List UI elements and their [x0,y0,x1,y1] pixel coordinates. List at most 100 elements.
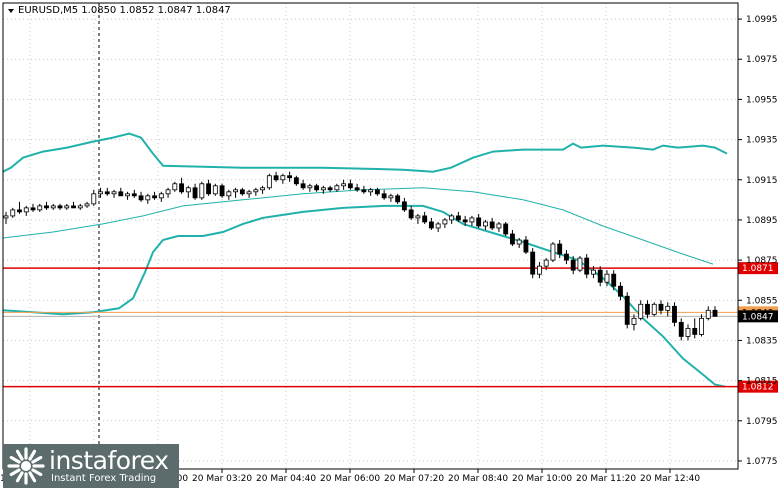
y-tick-label: 1.0935 [746,136,778,146]
dropdown-triangle-icon[interactable] [8,9,14,13]
candle-up [516,239,522,245]
candle-down [118,191,124,197]
y-tick-label: 1.0995 [746,15,778,25]
logo-ray [31,468,43,477]
candle-up [77,205,83,209]
x-tick-label: 20 Mar 03:20 [192,474,252,484]
bid-label: 1.0847 [742,312,774,322]
candle-down [611,273,617,287]
candle-up [280,175,286,181]
candle-down [692,327,698,335]
y-tick-label: 1.0915 [746,176,778,186]
candle-down [570,259,576,271]
chart-header: EURUSD,M5 1.0850 1.0852 1.0847 1.0847 [8,5,231,16]
candle-up [604,273,610,283]
candle-down [618,285,623,297]
candle-down [300,183,306,189]
candle-up [543,259,549,267]
candle-down [503,223,509,235]
candle-down [30,207,36,211]
candle-down [273,175,279,181]
logo-ray [9,468,21,477]
candle-down [678,321,684,337]
level-label-support: 1.0812 [742,383,774,393]
candle-down [239,189,245,195]
candle-down [624,295,630,325]
candle-up [651,303,657,315]
candle-down [347,183,353,189]
logo-ray [15,449,24,461]
logo-ray [9,455,21,464]
candle-up [388,195,394,199]
candle-down [510,233,515,245]
watermark-tagline: Instant Forex Trading [51,472,157,484]
candle-down [104,191,110,195]
candle-down [327,187,333,191]
candle-up [699,317,704,335]
candle-up [320,187,326,191]
x-tick-label: 20 Mar 08:40 [448,474,508,484]
candle-up [246,191,252,195]
y-tick-label: 1.0775 [746,457,778,467]
logo-ray [28,471,37,483]
candle-down [658,303,664,311]
plot-frame [2,2,739,470]
candle-up [537,265,542,275]
candle-up [307,185,313,189]
candle-up [665,305,671,311]
bollinger-upper [2,132,728,173]
x-tick-label: 20 Mar 11:20 [576,474,636,484]
candle-down [361,189,367,193]
instaforex-logo-icon [7,447,45,485]
x-tick-label: 20 Mar 04:40 [256,474,316,484]
candle-up [98,191,103,195]
x-tick-label: 20 Mar 07:20 [384,474,444,484]
y-tick-label: 1.0855 [746,296,778,306]
candle-down [314,185,320,191]
bollinger-middle [2,187,714,265]
logo-ray [31,455,43,464]
candle-up [165,189,171,195]
bid-badge [738,310,778,323]
candle-down [462,219,468,223]
candle-down [584,257,590,275]
candle-up [496,223,502,229]
candle-down [138,195,144,201]
candle-up [23,207,29,213]
watermark-logo: instaforex Instant Forex Trading [3,444,179,488]
candle-down [489,221,495,229]
candle-down [287,175,293,179]
candles [3,171,718,341]
candle-down [219,185,225,197]
candle-down [44,205,49,209]
candle-down [523,239,529,253]
candle-down [564,253,569,261]
y-tick-label: 1.0875 [746,256,778,266]
candle-down [597,269,603,283]
candle-up [185,187,191,193]
candle-up [368,189,374,193]
candle-down [192,187,198,199]
watermark-text: instaforex Instant Forex Trading [49,448,169,485]
y-tick-label: 1.0955 [746,95,778,105]
symbol-header: EURUSD,M5 1.0850 1.0852 1.0847 1.0847 [18,5,231,16]
candle-down [381,193,387,199]
candle-down [131,193,137,197]
candle-up [442,219,448,225]
candle-down [395,195,401,203]
candle-down [374,189,380,195]
candle-up [3,215,9,219]
x-tick-label: 20 Mar 10:00 [512,474,572,484]
candle-up [577,257,583,271]
candle-up [158,193,164,199]
candle-up [212,185,218,195]
candle-up [111,191,117,195]
candle-up [334,185,340,191]
candle-down [179,183,184,193]
candle-up [253,189,259,193]
candle-up [435,223,441,229]
candle-up [341,183,347,187]
